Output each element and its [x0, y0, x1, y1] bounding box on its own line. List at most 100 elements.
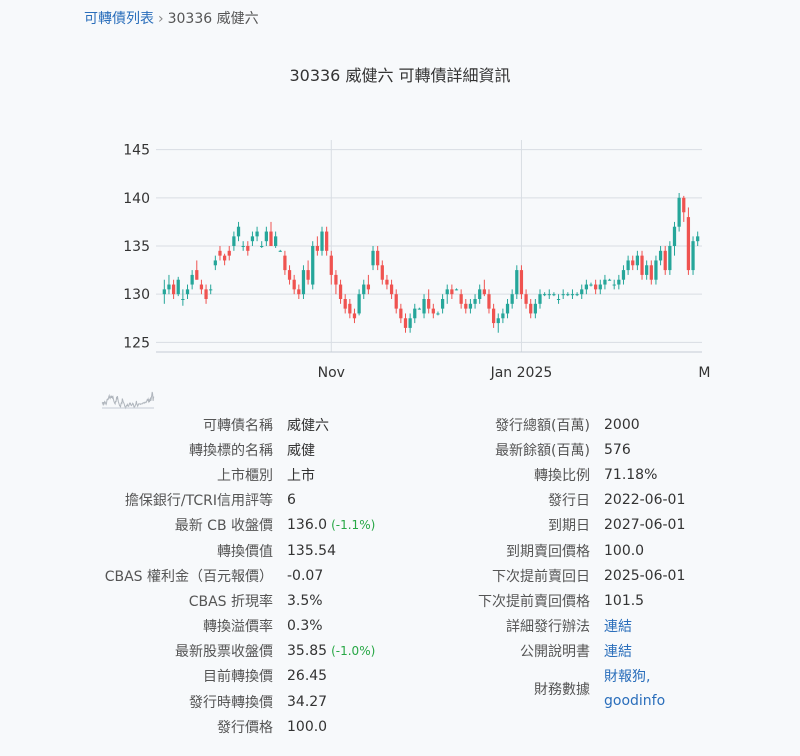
info-value: 136.0 (-1.1%)	[273, 517, 375, 533]
candle-body	[190, 274, 194, 285]
doc-link[interactable]: 連結	[604, 619, 632, 636]
info-row: 最新股票收盤價 35.85 (-1.0%)	[0, 639, 375, 664]
candle-body	[468, 303, 473, 309]
info-label: 公開說明書	[520, 644, 590, 661]
candle-body	[320, 231, 324, 251]
candle-body	[362, 284, 366, 295]
info-row: 上市櫃別 上市	[0, 462, 375, 487]
info-value-text: 2000	[604, 416, 640, 433]
candle-body	[162, 289, 166, 295]
info-value: 財報狗, goodinfo	[590, 665, 665, 713]
candle-body	[246, 246, 250, 251]
info-value: 威健六	[273, 415, 329, 435]
candle-body	[385, 279, 389, 285]
candle-body	[311, 246, 315, 285]
candle-body	[376, 250, 380, 266]
info-value: -0.07	[273, 568, 323, 584]
info-value-text: 0.3%	[287, 618, 323, 635]
y-tick-label: 125	[123, 335, 150, 351]
info-row: 最新餘額(百萬) 576	[400, 437, 685, 462]
info-label: 上市櫃別	[217, 467, 273, 484]
candle-body	[501, 313, 505, 319]
info-value-text: 101.5	[604, 592, 645, 609]
candle-body	[575, 294, 579, 296]
candle-body	[204, 289, 208, 299]
info-value-text: 上市	[287, 467, 315, 484]
candle-body	[552, 294, 556, 296]
x-tick-label: Nov	[318, 365, 345, 381]
info-value: 3.5%	[273, 593, 323, 609]
info-row: 擔保銀行/TCRI信用評等 6	[0, 488, 375, 513]
candle-body	[185, 289, 190, 295]
info-value-text: -0.07	[287, 567, 324, 584]
candle-body	[505, 303, 510, 314]
candle-body	[417, 308, 422, 310]
candle-body	[301, 270, 306, 295]
info-row: 詳細發行辦法 連結	[400, 614, 685, 639]
info-label: 財務數據	[534, 681, 590, 698]
candle-body	[427, 299, 431, 309]
candle-body	[209, 289, 213, 291]
candle-body	[663, 250, 667, 271]
info-label: 轉換標的名稱	[189, 442, 273, 459]
breadcrumb-cb-list-link[interactable]: 可轉債列表	[84, 11, 154, 27]
candle-body	[515, 270, 519, 295]
info-value: 100.0	[273, 719, 327, 735]
candle-body	[274, 236, 278, 246]
info-value-text: 威健六	[287, 417, 329, 434]
info-value-text: 34.27	[287, 693, 328, 710]
page-title: 30336 威健六 可轉債詳細資訊	[289, 66, 511, 85]
candle-body	[682, 197, 686, 213]
candle-body	[491, 308, 496, 324]
y-tick-label: 135	[123, 239, 150, 255]
x-tick-label: Jan 2025	[490, 365, 553, 381]
candle-body	[232, 236, 236, 246]
info-value: 100.0	[590, 543, 644, 559]
candle-body	[199, 284, 204, 290]
candle-body	[315, 246, 319, 251]
financial-data-link[interactable]: goodinfo	[604, 692, 666, 709]
candle-body	[306, 270, 310, 280]
info-label: 發行時轉換價	[189, 694, 273, 711]
candle-body	[218, 250, 222, 256]
info-label: 最新餘額(百萬)	[495, 442, 590, 459]
candle-body	[227, 250, 231, 256]
info-value: 35.85 (-1.0%)	[273, 643, 375, 659]
info-label: 目前轉換價	[203, 669, 273, 686]
doc-link[interactable]: 連結	[604, 644, 632, 661]
info-value: 2025-06-01	[590, 568, 685, 584]
candle-body	[686, 217, 691, 271]
info-value: 26.45	[273, 668, 327, 684]
price-change: (-1.0%)	[331, 644, 376, 659]
financial-data-link[interactable]: 財報狗,	[604, 668, 651, 685]
info-value: 上市	[273, 465, 315, 485]
info-row: 可轉債名稱 威健六	[0, 412, 375, 437]
info-value-text: 威健	[287, 442, 315, 459]
info-row: 到期賣回價格 100.0	[400, 538, 685, 563]
candle-body	[589, 284, 593, 286]
info-value-text: 576	[604, 441, 631, 458]
candle-body	[668, 246, 672, 271]
candle-body	[431, 308, 435, 314]
info-value-text: 135.54	[287, 542, 336, 559]
info-value-text: 2022-06-01	[604, 492, 686, 509]
info-value: 576	[590, 442, 631, 458]
info-value: 135.54	[273, 543, 336, 559]
candle-body	[413, 308, 417, 319]
info-label: 發行日	[548, 493, 590, 510]
info-label: 到期賣回價格	[506, 543, 590, 560]
candle-body	[357, 294, 361, 314]
candle-body	[635, 255, 640, 266]
breadcrumb: 可轉債列表 › 30336 威健六	[84, 8, 259, 28]
info-label: 下次提前賣回價格	[478, 593, 590, 610]
info-value-text: 6	[287, 492, 296, 509]
info-label: 下次提前賣回日	[492, 568, 590, 585]
info-row: 最新 CB 收盤價 136.0 (-1.1%)	[0, 513, 376, 538]
info-value: 連結	[590, 616, 632, 636]
candle-body	[292, 279, 296, 290]
info-label: 擔保銀行/TCRI信用評等	[124, 493, 273, 510]
candle-body	[389, 284, 394, 295]
price-candlestick-chart[interactable]: 125 130 135 140 145 Nov Jan 2025 Mar	[100, 130, 710, 410]
candle-body	[696, 236, 700, 242]
candle-body	[547, 294, 551, 296]
